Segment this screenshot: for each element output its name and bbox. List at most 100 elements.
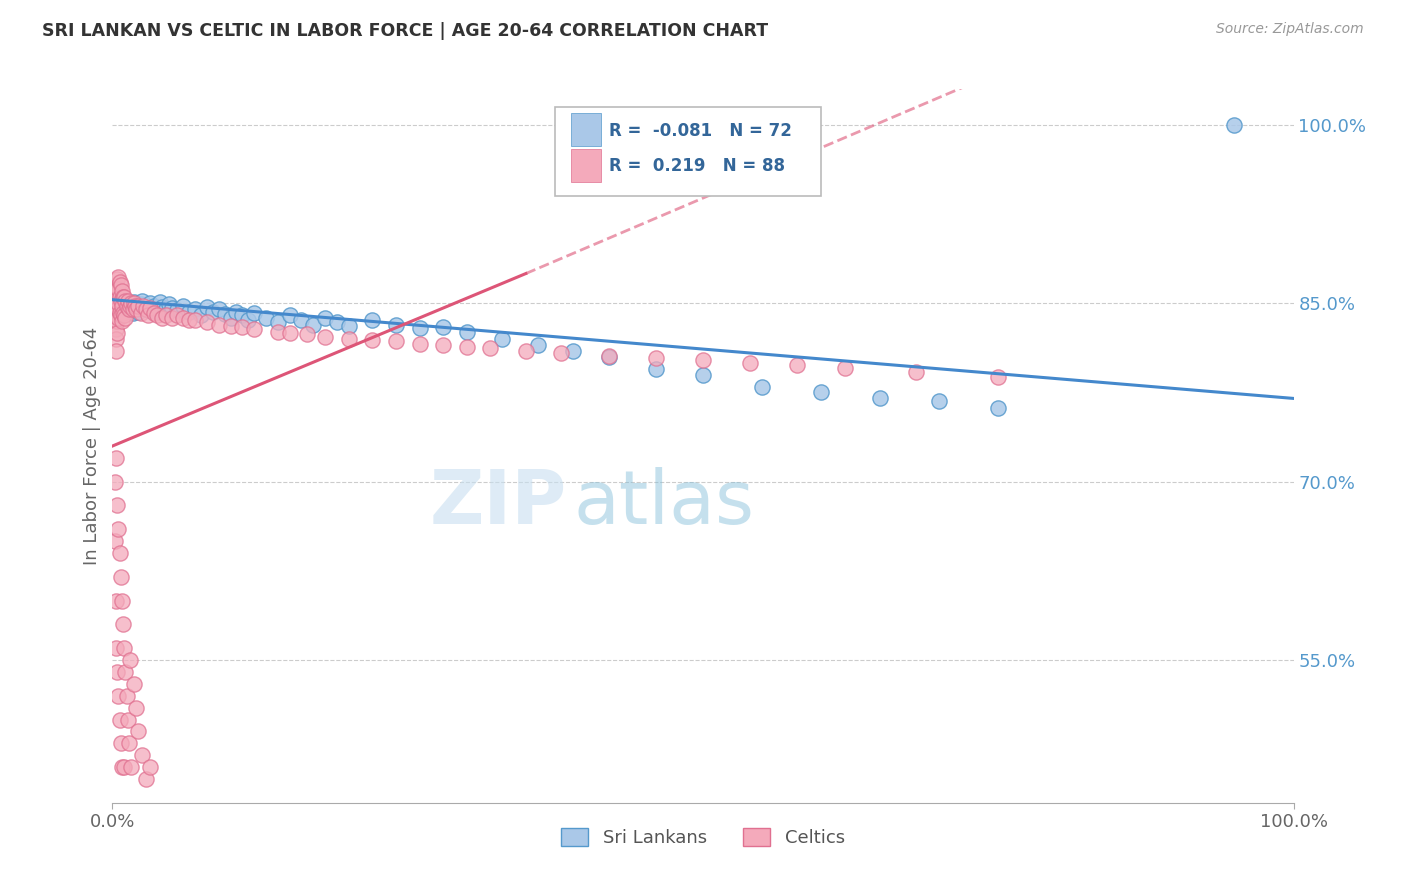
Point xyxy=(120,302,142,317)
Point xyxy=(142,306,165,320)
Point xyxy=(110,308,132,322)
Point xyxy=(131,748,153,763)
Point xyxy=(869,392,891,406)
Point xyxy=(122,296,145,310)
Point xyxy=(107,296,129,310)
Point xyxy=(267,325,290,339)
Point xyxy=(105,314,128,328)
Point xyxy=(127,724,149,739)
Point xyxy=(120,299,142,313)
Point xyxy=(166,308,188,322)
Point xyxy=(385,334,408,349)
Point xyxy=(111,285,134,299)
Point xyxy=(124,299,146,313)
Point xyxy=(105,272,128,286)
Point xyxy=(129,297,152,311)
Point xyxy=(127,304,149,318)
Point xyxy=(598,350,620,364)
Point xyxy=(157,297,180,311)
Point xyxy=(361,313,384,327)
Point xyxy=(550,346,572,360)
Point xyxy=(562,343,585,358)
Point xyxy=(117,713,139,727)
Point xyxy=(337,318,360,333)
Point xyxy=(146,308,169,322)
Point xyxy=(598,349,620,363)
Point xyxy=(108,713,131,727)
FancyBboxPatch shape xyxy=(571,149,602,182)
Point xyxy=(136,303,159,318)
Point xyxy=(105,665,128,679)
Point xyxy=(125,302,148,317)
Point xyxy=(125,300,148,314)
Point xyxy=(297,327,319,342)
Point xyxy=(104,475,127,489)
Point xyxy=(243,322,266,336)
Point xyxy=(105,326,128,340)
Point xyxy=(987,401,1010,415)
Point xyxy=(105,641,128,656)
Point xyxy=(120,653,142,667)
Point xyxy=(904,365,927,379)
Point xyxy=(104,302,127,317)
Point xyxy=(278,308,301,322)
Point xyxy=(111,314,134,328)
Point xyxy=(105,308,128,322)
Point xyxy=(314,310,336,325)
Point xyxy=(110,293,132,308)
Point xyxy=(150,310,173,325)
Point xyxy=(740,356,762,370)
Point xyxy=(692,353,714,368)
Point xyxy=(107,302,129,317)
Point xyxy=(104,534,127,549)
Point xyxy=(326,315,349,329)
Point xyxy=(104,285,127,299)
Text: ZIP: ZIP xyxy=(430,467,567,540)
Point xyxy=(105,286,128,301)
Point xyxy=(112,617,135,632)
Point xyxy=(114,293,136,308)
Point xyxy=(121,306,143,320)
Point xyxy=(278,326,301,340)
Point xyxy=(107,296,129,310)
Point xyxy=(107,522,129,536)
Point xyxy=(134,301,156,315)
Point xyxy=(110,299,132,313)
Point xyxy=(108,290,131,304)
Point xyxy=(184,313,207,327)
Point xyxy=(491,332,513,346)
Point xyxy=(146,304,169,318)
Point xyxy=(122,295,145,310)
Point xyxy=(219,318,242,333)
Point xyxy=(361,333,384,347)
Point xyxy=(132,299,155,313)
Point xyxy=(231,320,253,334)
Point xyxy=(105,322,128,336)
Point xyxy=(115,689,138,703)
Point xyxy=(107,282,129,296)
Point xyxy=(114,310,136,325)
Point xyxy=(201,304,224,318)
Point xyxy=(105,278,128,293)
Point xyxy=(125,700,148,714)
Point xyxy=(108,306,131,320)
Point xyxy=(810,385,832,400)
Point xyxy=(107,270,129,285)
Point xyxy=(105,499,128,513)
Point xyxy=(195,300,218,314)
Point xyxy=(117,296,139,310)
Text: atlas: atlas xyxy=(574,467,754,540)
Point xyxy=(105,314,128,328)
Point xyxy=(135,302,157,317)
Point xyxy=(127,299,149,313)
Point xyxy=(135,772,157,786)
Point xyxy=(786,358,808,372)
Point xyxy=(208,318,231,332)
Point xyxy=(131,293,153,308)
Point xyxy=(108,275,131,289)
Point xyxy=(385,318,408,332)
Point xyxy=(166,303,188,318)
Text: Source: ZipAtlas.com: Source: ZipAtlas.com xyxy=(1216,22,1364,37)
Point xyxy=(432,338,454,352)
Point xyxy=(115,303,138,318)
